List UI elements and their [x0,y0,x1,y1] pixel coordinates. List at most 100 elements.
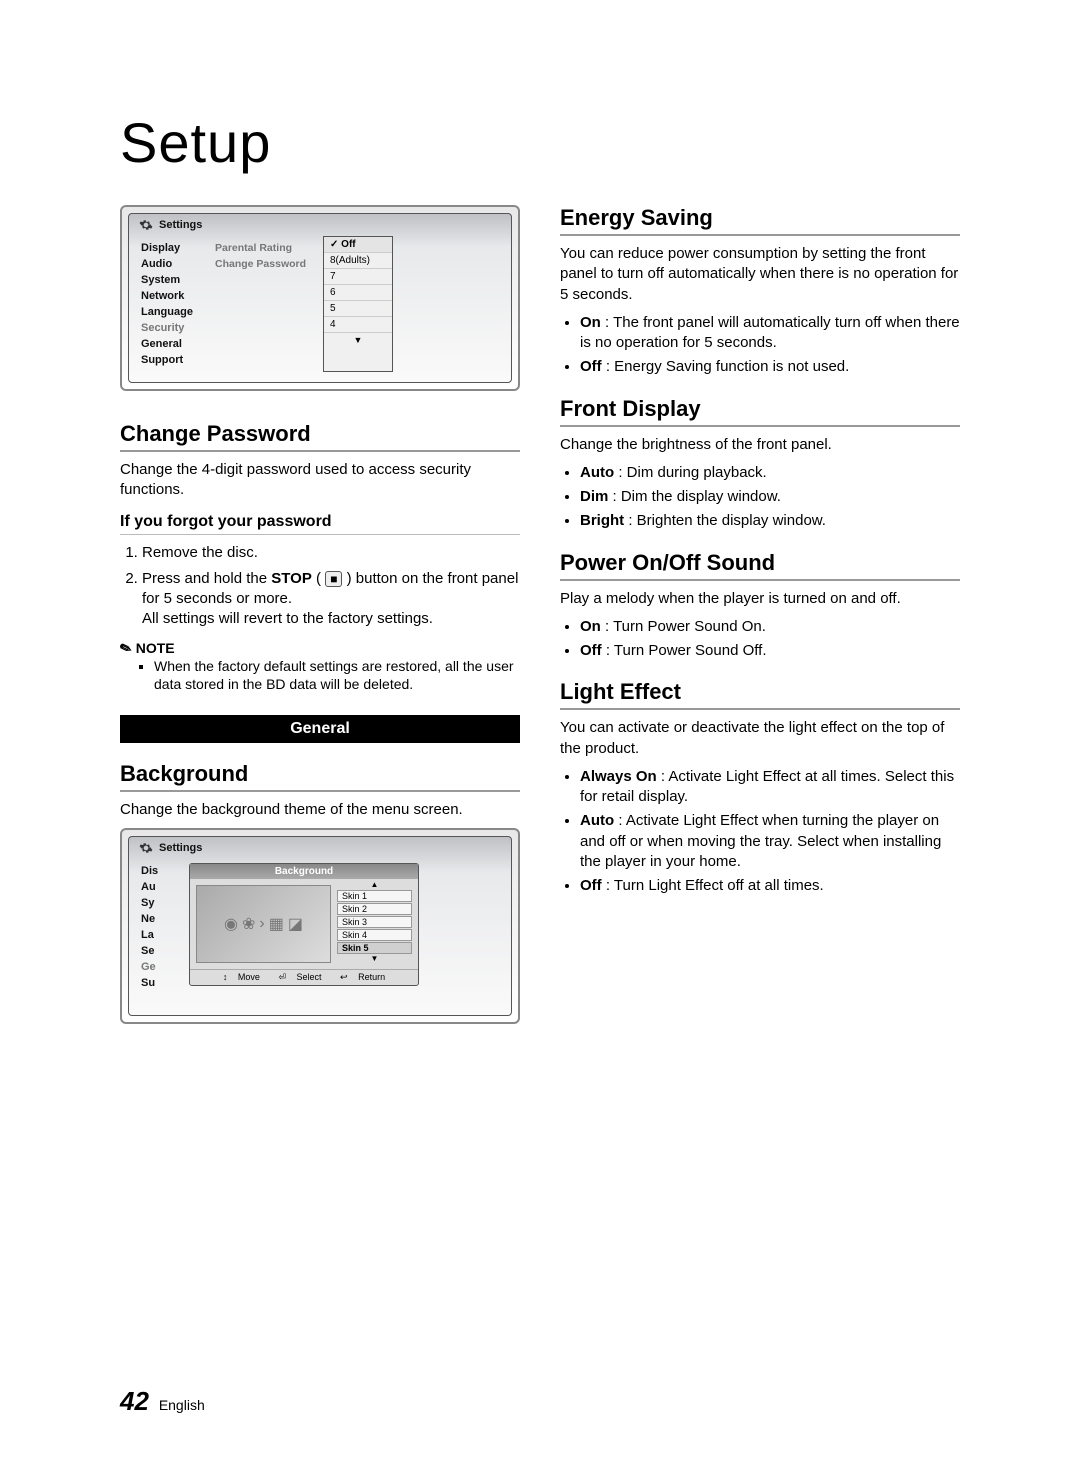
step-1: Remove the disc. [142,543,520,563]
nav-item: Su [141,975,177,991]
skin-option[interactable]: Skin 4 [337,929,412,941]
ui-titlebar: Settings [129,214,511,236]
page-footer: 42 English [120,1386,205,1417]
nav-support[interactable]: Support [141,352,215,368]
heading-light-effect: Light Effect [560,679,960,710]
move-hint: ↕ Move [219,972,264,982]
item-change-password[interactable]: Change Password [215,256,323,272]
note-text: When the factory default settings are re… [154,658,514,692]
skin-option[interactable]: Skin 2 [337,903,412,915]
dropdown-opt[interactable]: 5 [324,301,392,317]
ui-title: Settings [159,219,202,231]
modal-footer: ↕ Move ⏎ Select ↩ Return [190,969,418,985]
return-hint: ↩ Return [336,972,389,982]
bullet-item: Auto : Activate Light Effect when turnin… [580,811,960,872]
preview-icon: ❀ [242,914,255,934]
select-hint: ⏎ Select [274,972,325,982]
ui-title-2: Settings [159,842,202,854]
forgot-steps: Remove the disc. Press and hold the STOP… [120,543,520,630]
bullet-item: Always On : Activate Light Effect at all… [580,767,960,808]
step-2: Press and hold the STOP ( ■ ) button on … [142,569,520,630]
arrow-up-icon[interactable]: ▲ [337,881,412,889]
dropdown-opt[interactable]: 8(Adults) [324,253,392,269]
nav-general[interactable]: General [141,336,215,352]
note-heading: ✎NOTE [120,640,520,657]
text-energy-saving: You can reduce power consumption by sett… [560,244,960,305]
dropdown-opt[interactable]: 6 [324,285,392,301]
heading-change-password: Change Password [120,421,520,452]
bullet-item: On : The front panel will automatically … [580,313,960,354]
pencil-icon: ✎ [117,638,134,658]
ui-nav: Display Audio System Network Language Se… [129,236,215,372]
right-column: Energy Saving You can reduce power consu… [560,205,960,1054]
nav-item: Se [141,943,177,959]
skin-list: ▲ Skin 1 Skin 2 Skin 3 Skin 4 Skin 5 ▼ [337,879,418,969]
power-bullets: On : Turn Power Sound On. Off : Turn Pow… [560,617,960,662]
nav-item: Dis [141,863,177,879]
bullet-item: Off : Turn Power Sound Off. [580,641,960,661]
text-power-sound: Play a melody when the player is turned … [560,589,960,609]
nav-item: Ne [141,911,177,927]
rating-dropdown[interactable]: ✓ Off 8(Adults) 7 6 5 4 ▼ [323,236,393,372]
left-column: Settings Display Audio System Network La… [120,205,520,1054]
preview-icon: ◪ [288,914,303,934]
settings-screenshot-2: Settings Dis Au Sy Ne La Se Ge Su Ba [120,828,520,1024]
nav-item: Au [141,879,177,895]
nav-display[interactable]: Display [141,240,215,256]
dropdown-more[interactable]: ▼ [324,333,392,348]
category-general: General [120,715,520,743]
dropdown-opt[interactable]: 4 [324,317,392,333]
heading-front-display: Front Display [560,396,960,427]
nav-system[interactable]: System [141,272,215,288]
bullet-item: Off : Turn Light Effect off at all times… [580,876,960,896]
bullet-item: Dim : Dim the display window. [580,487,960,507]
nav-item: Ge [141,959,177,975]
bullet-item: On : Turn Power Sound On. [580,617,960,637]
text-light-effect: You can activate or deactivate the light… [560,718,960,759]
energy-bullets: On : The front panel will automatically … [560,313,960,378]
nav-item: La [141,927,177,943]
note-list: When the factory default settings are re… [120,657,520,693]
ui-middle: Parental Rating Change Password [215,236,323,372]
arrow-down-icon[interactable]: ▼ [337,955,412,963]
dropdown-selected[interactable]: ✓ Off [324,237,392,253]
skin-option-selected[interactable]: Skin 5 [337,942,412,954]
ui-titlebar-2: Settings [129,837,511,859]
text-background: Change the background theme of the menu … [120,800,520,820]
background-modal: Background ◉ ❀ › ▦ ◪ ▲ Skin 1 Skin 2 [189,863,419,986]
bullet-item: Off : Energy Saving function is not used… [580,357,960,377]
gear-icon [139,218,153,232]
nav-language[interactable]: Language [141,304,215,320]
preview-icon: ▦ [269,914,284,934]
skin-option[interactable]: Skin 1 [337,890,412,902]
preview-icon: › [259,915,264,933]
page-language: English [159,1397,205,1413]
modal-title: Background [190,864,418,879]
page-number: 42 [120,1386,149,1416]
nav-network[interactable]: Network [141,288,215,304]
content-columns: Settings Display Audio System Network La… [120,205,960,1054]
dropdown-opt[interactable]: 7 [324,269,392,285]
skin-option[interactable]: Skin 3 [337,916,412,928]
light-bullets: Always On : Activate Light Effect at all… [560,767,960,897]
page-title: Setup [120,110,960,175]
front-bullets: Auto : Dim during playback. Dim : Dim th… [560,463,960,532]
ui-nav-trunc: Dis Au Sy Ne La Se Ge Su [129,859,177,995]
bullet-item: Bright : Brighten the display window. [580,511,960,531]
skin-preview: ◉ ❀ › ▦ ◪ [196,885,331,963]
gear-icon [139,841,153,855]
stop-icon: ■ [325,571,342,587]
text-change-password: Change the 4-digit password used to acce… [120,460,520,501]
nav-security[interactable]: Security [141,320,215,336]
item-parental-rating[interactable]: Parental Rating [215,240,323,256]
heading-energy-saving: Energy Saving [560,205,960,236]
text-front-display: Change the brightness of the front panel… [560,435,960,455]
bullet-item: Auto : Dim during playback. [580,463,960,483]
preview-icon: ◉ [224,914,238,934]
settings-screenshot-1: Settings Display Audio System Network La… [120,205,520,391]
heading-background: Background [120,761,520,792]
heading-forgot-password: If you forgot your password [120,513,520,535]
nav-audio[interactable]: Audio [141,256,215,272]
heading-power-sound: Power On/Off Sound [560,550,960,581]
nav-item: Sy [141,895,177,911]
